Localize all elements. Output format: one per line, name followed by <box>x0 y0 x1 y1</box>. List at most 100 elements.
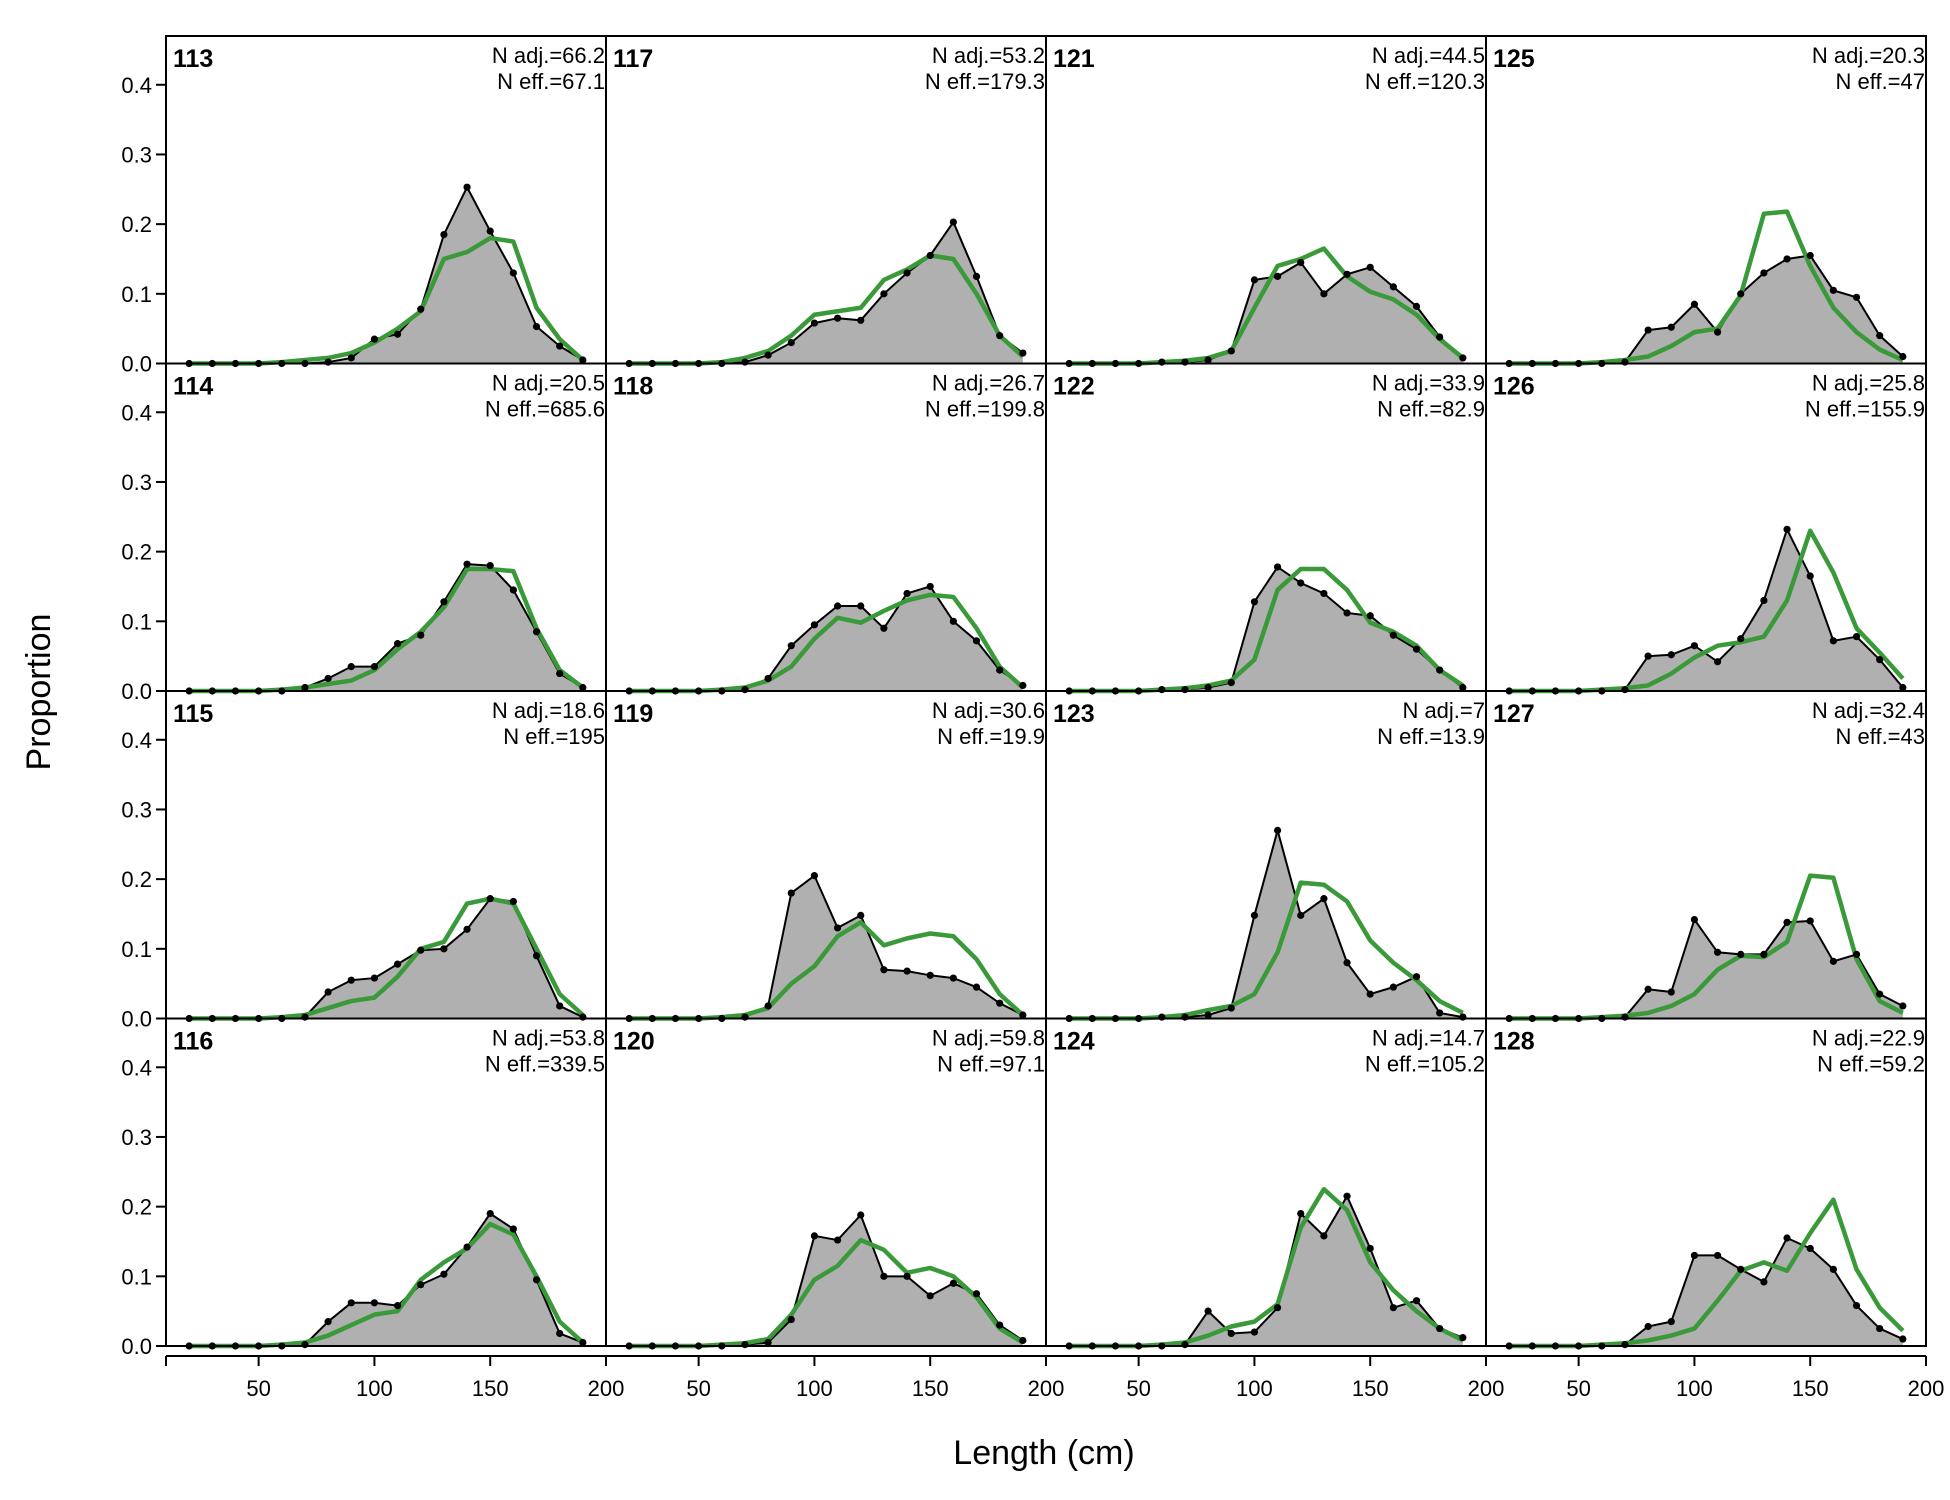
observed-point <box>1412 645 1421 653</box>
observed-point <box>1158 686 1166 694</box>
observed-point <box>324 1318 332 1326</box>
observed-point <box>1389 1304 1397 1312</box>
observed-point <box>810 319 819 327</box>
observed-point <box>1366 612 1374 620</box>
observed-point <box>1806 917 1814 925</box>
x-tick-label: 50 <box>1126 1376 1150 1401</box>
observed-point <box>532 628 541 636</box>
y-tick-label: 0.3 <box>121 797 152 822</box>
x-axis-title: Length (cm) <box>953 1434 1134 1472</box>
observed-point <box>393 960 402 968</box>
observed-point <box>1204 683 1212 692</box>
observed-point <box>1621 358 1629 366</box>
observed-point <box>1459 354 1467 362</box>
observed-point <box>370 335 379 343</box>
observed-point <box>556 342 564 350</box>
observed-point <box>1250 911 1259 919</box>
observed-point <box>1019 1336 1027 1345</box>
observed-point <box>1204 356 1212 364</box>
observed-point <box>532 1276 541 1284</box>
observed-point <box>1459 683 1467 692</box>
observed-point <box>1343 270 1351 278</box>
observed-point <box>1876 1324 1884 1333</box>
observed-point <box>1181 686 1189 694</box>
observed-point <box>1019 349 1027 357</box>
n-eff-label: N eff.=82.9 <box>1377 397 1485 422</box>
observed-point <box>949 1279 957 1287</box>
observed-point <box>579 683 587 692</box>
observed-point <box>532 952 541 960</box>
observed-point <box>1297 1210 1305 1218</box>
observed-point <box>1667 323 1675 331</box>
observed-area <box>189 898 583 1019</box>
observed-point <box>1389 283 1397 291</box>
observed-point <box>972 272 981 280</box>
n-eff-label: N eff.=120.3 <box>1365 69 1485 94</box>
observed-point <box>1204 1011 1212 1019</box>
observed-point <box>463 560 471 568</box>
observed-point <box>996 999 1004 1007</box>
observed-point <box>1876 990 1884 998</box>
observed-point <box>347 663 355 671</box>
observed-point <box>1852 950 1861 958</box>
n-eff-label: N eff.=43 <box>1836 724 1926 749</box>
observed-point <box>857 1211 865 1219</box>
observed-point <box>440 230 448 239</box>
observed-point <box>1806 1244 1814 1253</box>
observed-point <box>1644 652 1652 660</box>
observed-point <box>810 1232 819 1240</box>
y-tick-label: 0.2 <box>121 867 152 892</box>
observed-point <box>1690 642 1699 650</box>
n-adj-label: N adj.=7 <box>1402 698 1485 723</box>
observed-point <box>1158 1013 1166 1021</box>
n-adj-label: N adj.=22.9 <box>1812 1026 1925 1051</box>
observed-point <box>1412 1297 1421 1305</box>
observed-point <box>996 666 1004 674</box>
observed-point <box>1737 1265 1745 1273</box>
observed-point <box>417 305 425 313</box>
observed-point <box>833 314 842 322</box>
observed-point <box>1852 633 1861 641</box>
observed-point <box>1852 293 1861 301</box>
observed-point <box>1783 918 1791 926</box>
observed-point <box>1644 985 1652 993</box>
observed-point <box>1737 950 1745 958</box>
observed-point <box>903 269 911 277</box>
n-adj-label: N adj.=20.3 <box>1812 43 1925 68</box>
y-tick-label: 0.1 <box>121 937 152 962</box>
n-eff-label: N eff.=59.2 <box>1817 1052 1925 1077</box>
panel-title: 124 <box>1053 1028 1095 1056</box>
observed-point <box>1250 598 1259 606</box>
observed-point <box>1389 983 1397 991</box>
n-adj-label: N adj.=66.2 <box>492 43 605 68</box>
x-tick-label: 200 <box>1468 1376 1505 1401</box>
observed-point <box>1227 347 1235 355</box>
observed-point <box>556 1002 564 1010</box>
observed-point <box>787 642 795 650</box>
observed-point <box>833 602 842 610</box>
observed-point <box>1459 1334 1467 1342</box>
observed-point <box>370 974 379 982</box>
x-tick-label: 200 <box>1028 1376 1065 1401</box>
observed-point <box>486 1210 494 1218</box>
observed-point <box>1227 1004 1235 1012</box>
panel-title: 117 <box>613 45 653 73</box>
observed-point <box>1343 959 1351 967</box>
observed-point <box>1760 1278 1768 1286</box>
panel-title: 119 <box>613 700 653 728</box>
x-tick-label: 200 <box>1908 1376 1945 1401</box>
observed-point <box>1181 1341 1189 1349</box>
observed-point <box>787 1315 795 1324</box>
observed-point <box>880 1272 888 1280</box>
observed-point <box>972 637 981 645</box>
observed-point <box>833 924 842 932</box>
observed-point <box>880 966 888 974</box>
observed-point <box>1783 255 1791 263</box>
observed-point <box>1621 1013 1629 1021</box>
x-tick-label: 50 <box>1566 1376 1590 1401</box>
observed-point <box>1713 1251 1722 1260</box>
observed-point <box>1760 596 1768 605</box>
observed-point <box>1690 915 1699 924</box>
observed-area <box>189 1213 583 1346</box>
observed-point <box>1320 290 1328 298</box>
